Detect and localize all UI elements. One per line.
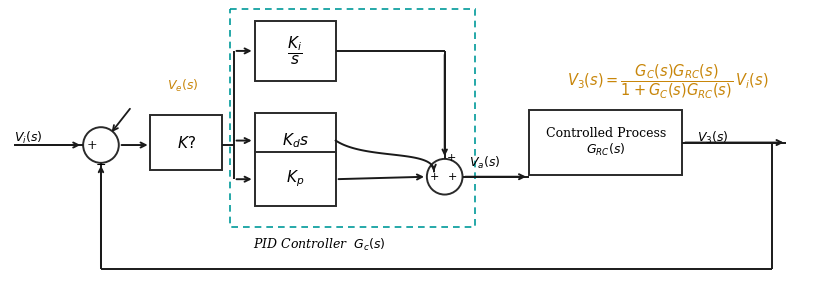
Text: $\dfrac{K_i}{s}$: $\dfrac{K_i}{s}$ (287, 35, 303, 67)
Text: $K_d s$: $K_d s$ (282, 131, 309, 150)
Text: +: + (87, 139, 97, 152)
Text: $V_i(s)$: $V_i(s)$ (14, 130, 42, 146)
Bar (254, 113, 335, 168)
Bar (254, 152, 335, 206)
Text: $V_a(s)$: $V_a(s)$ (469, 155, 501, 171)
Text: +: + (449, 172, 458, 182)
Text: $K?$: $K?$ (177, 135, 196, 150)
Text: +: + (447, 153, 456, 163)
Text: Controlled Process
$G_{RC}(s)$: Controlled Process $G_{RC}(s)$ (545, 127, 666, 158)
Text: $K_p$: $K_p$ (286, 169, 304, 189)
Text: $V_e(s)$: $V_e(s)$ (168, 78, 199, 94)
Bar (230, 9, 476, 227)
Text: −: − (96, 159, 107, 172)
Bar (150, 115, 222, 170)
Text: PID Controller  $G_c(s)$: PID Controller $G_c(s)$ (253, 237, 385, 253)
Text: +: + (430, 172, 439, 182)
Bar (529, 110, 682, 175)
Text: $V_3(s) = \dfrac{G_C(s)G_{RC}(s)}{1+G_C(s)G_{RC}(s)}\, V_i(s)$: $V_3(s) = \dfrac{G_C(s)G_{RC}(s)}{1+G_C(… (567, 62, 768, 100)
Bar (254, 21, 335, 81)
Text: $V_3(s)$: $V_3(s)$ (697, 130, 729, 146)
